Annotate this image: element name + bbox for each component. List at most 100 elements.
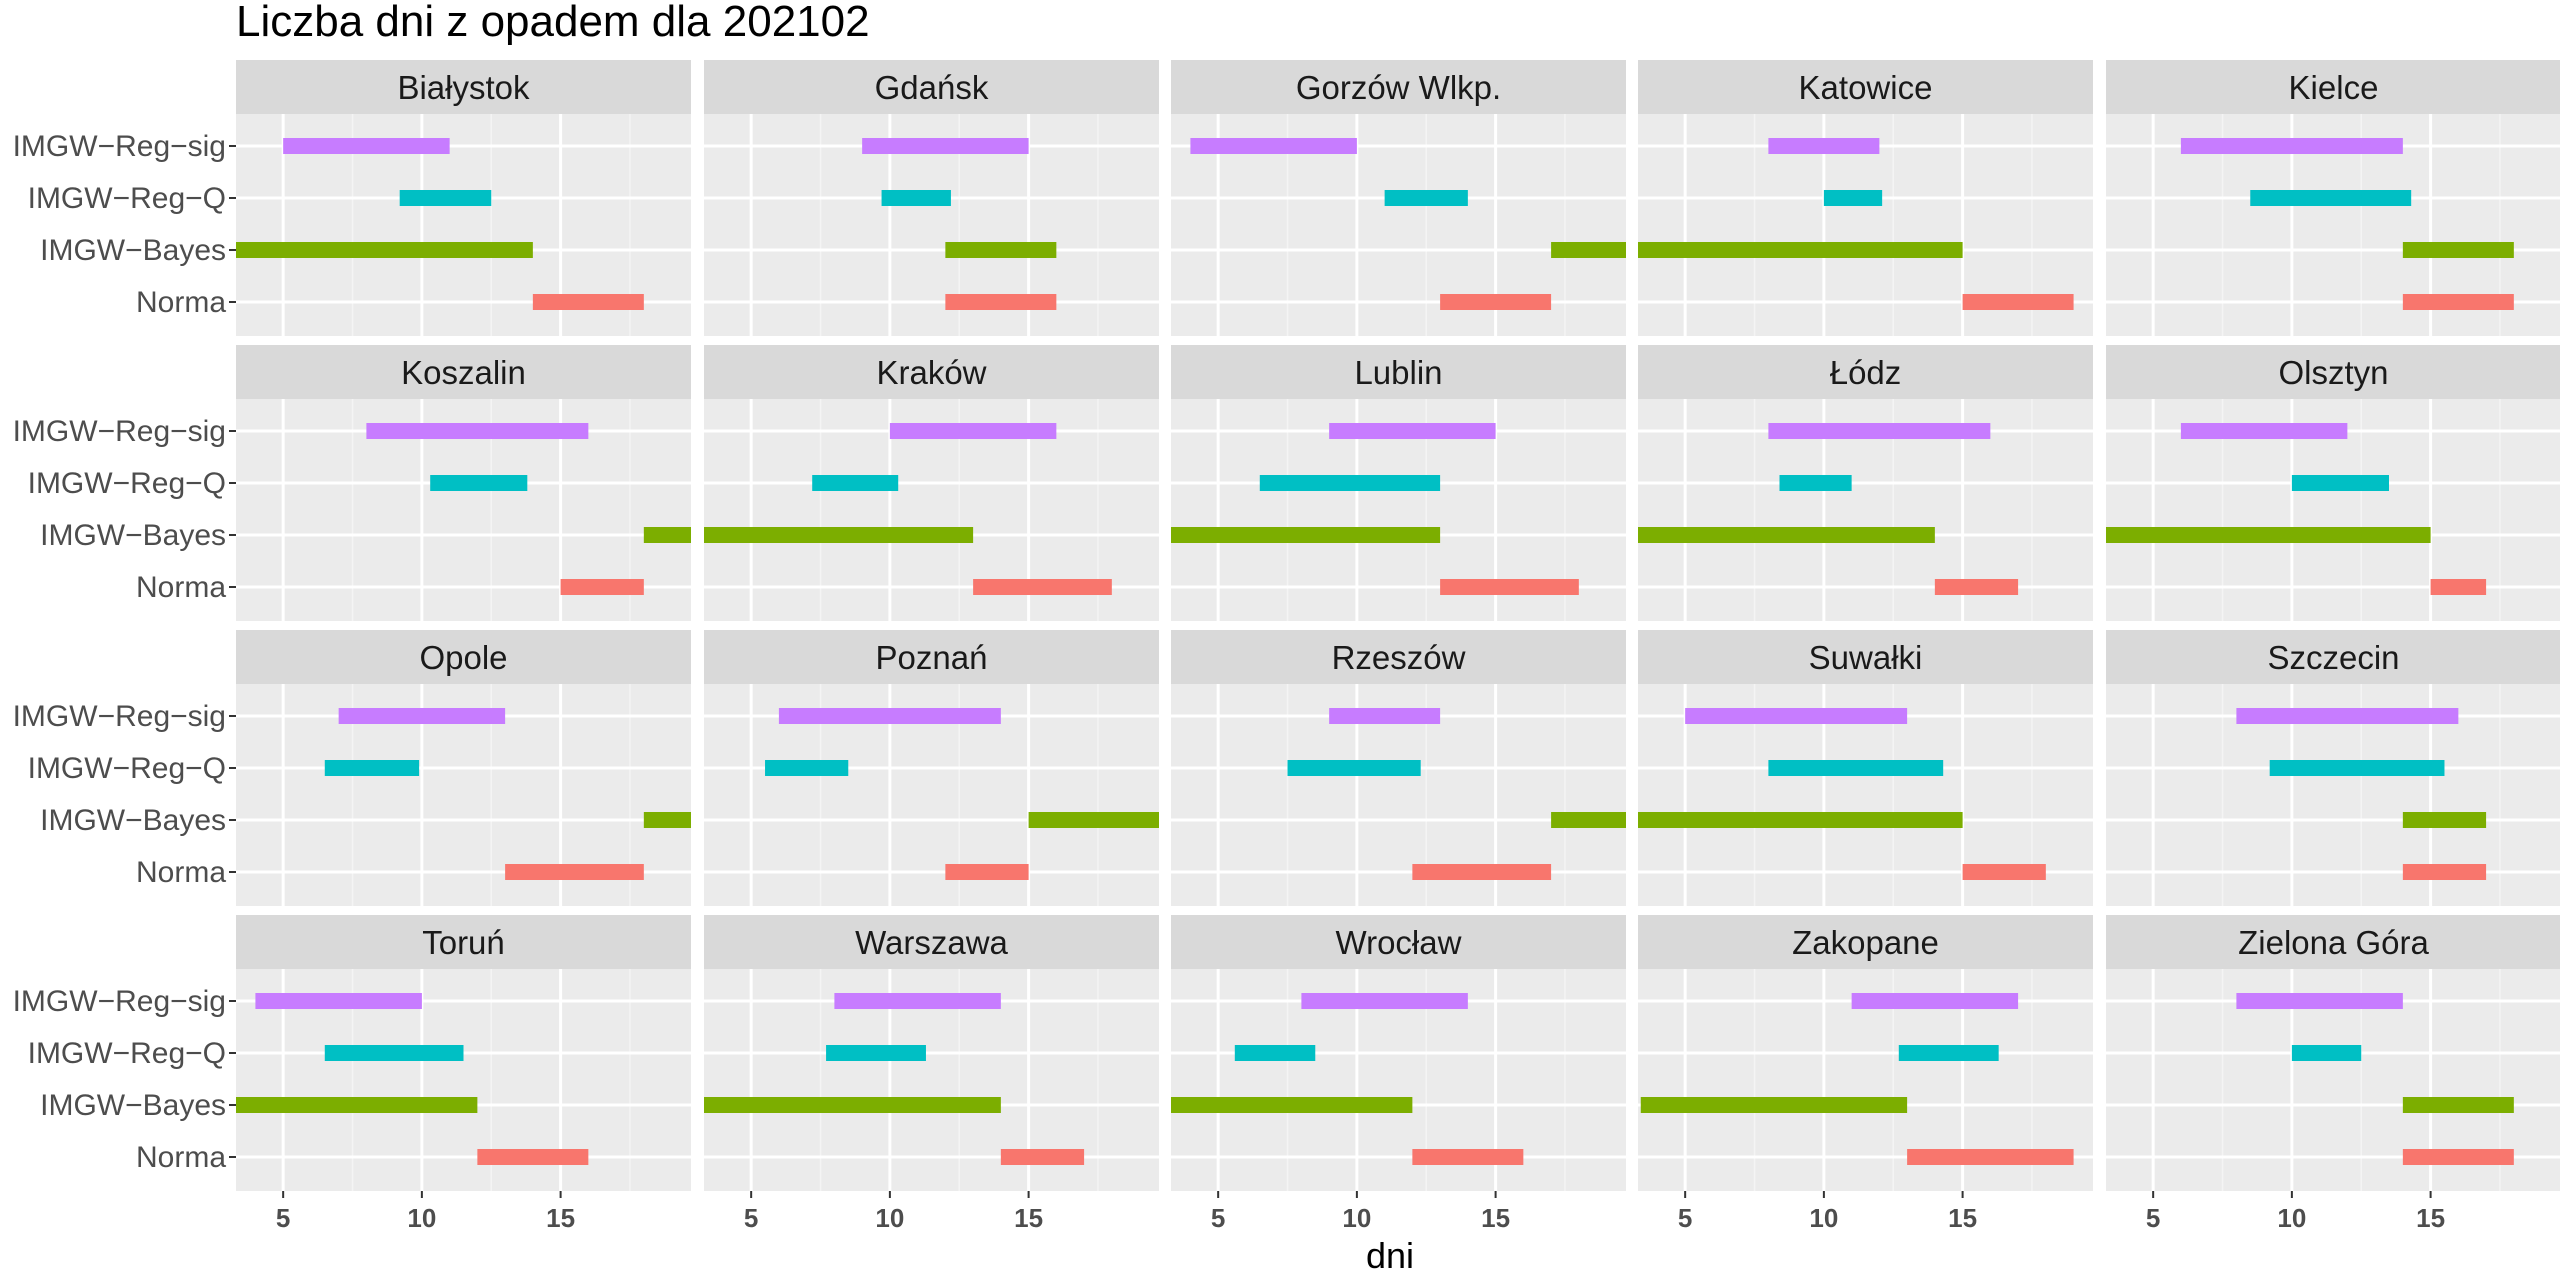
range-bar	[1287, 760, 1421, 776]
chart-title: Liczba dni z opadem dla 202102	[236, 0, 870, 46]
panel-opole: Opole	[236, 630, 691, 906]
strip-label: Katowice	[1799, 69, 1933, 106]
panel-lublin: Lublin	[1171, 345, 1626, 621]
range-bar	[2402, 864, 2487, 880]
range-bar	[1685, 708, 1908, 724]
y-axis-labels: IMGW−Reg−sig IMGW−Reg−Q IMGW−Bayes Norma IMG…	[13, 130, 236, 1174]
strip-background	[1171, 915, 1626, 969]
strip-background	[1638, 630, 2093, 684]
x-tick-label: 5	[1211, 1203, 1225, 1233]
panel-szczecin: Szczecin	[2106, 630, 2560, 906]
range-bar	[1768, 138, 1880, 154]
panel-suwa-ki: Suwałki	[1638, 630, 2093, 906]
range-bar	[1412, 864, 1552, 880]
range-bar	[532, 294, 644, 310]
strip-background	[236, 345, 691, 399]
range-bar	[1962, 294, 2074, 310]
strip-label: Zakopane	[1792, 924, 1939, 961]
range-bar	[1329, 708, 1441, 724]
strip-background	[704, 915, 1159, 969]
range-bar	[338, 708, 506, 724]
range-bar	[643, 812, 691, 828]
panel-wroc-aw: Wrocław	[1171, 915, 1626, 1191]
y-tick-label: IMGW−Reg−sig	[13, 700, 226, 733]
range-bar	[255, 993, 422, 1009]
range-bar	[704, 527, 974, 543]
range-bar	[1000, 1149, 1085, 1165]
range-bar	[2291, 1045, 2362, 1061]
strip-label: Kraków	[876, 354, 986, 391]
range-bar	[862, 138, 1029, 154]
range-bar	[399, 190, 492, 206]
range-bar	[2402, 242, 2514, 258]
range-bar	[1440, 294, 1552, 310]
y-tick-label: IMGW−Reg−sig	[13, 415, 226, 448]
panel-warszawa: Warszawa	[704, 915, 1159, 1191]
range-bar	[778, 708, 1001, 724]
panel-toru-: Toruń	[236, 915, 691, 1191]
range-bar	[945, 864, 1029, 880]
panel-kielce: Kielce	[2106, 60, 2560, 336]
y-tick-label: IMGW−Bayes	[40, 1089, 226, 1122]
range-bar	[1779, 475, 1852, 491]
strip-label: Toruń	[422, 924, 505, 961]
range-bar	[945, 294, 1057, 310]
range-bar	[1898, 1045, 1999, 1061]
panel-gorz-w-wlkp-: Gorzów Wlkp.	[1171, 60, 1626, 336]
x-tick-label: 5	[744, 1203, 758, 1233]
strip-background	[1638, 345, 2093, 399]
range-bar	[765, 760, 849, 776]
x-tick-label: 15	[1014, 1203, 1043, 1233]
y-tick-label: Norma	[136, 286, 226, 319]
y-tick-label: IMGW−Reg−Q	[28, 467, 226, 500]
range-bar	[324, 760, 420, 776]
range-bar	[1851, 993, 2019, 1009]
range-bar	[1028, 812, 1159, 828]
range-bar	[1768, 423, 1991, 439]
x-tick-label: 15	[1481, 1203, 1510, 1233]
strip-background	[2106, 915, 2560, 969]
x-tick-label: 10	[1809, 1203, 1838, 1233]
range-bar	[2236, 708, 2459, 724]
range-bar	[945, 242, 1057, 258]
x-tick-label: 5	[2146, 1203, 2160, 1233]
strip-label: Poznań	[876, 639, 988, 676]
strip-background	[704, 630, 1159, 684]
strip-background	[236, 915, 691, 969]
range-bar	[1259, 475, 1441, 491]
panel-koszalin: Koszalin	[236, 345, 691, 621]
strip-label: Gdańsk	[875, 69, 989, 106]
range-bar	[1907, 1149, 2074, 1165]
strip-background	[1171, 60, 1626, 114]
strip-background	[704, 345, 1159, 399]
range-bar	[704, 1097, 1001, 1113]
facet-panels: Białystok Gdańsk Gorzów Wlkp. Katowice Kielc…	[236, 60, 2560, 1191]
panel-gda-sk: Gdańsk	[704, 60, 1159, 336]
range-bar	[1962, 864, 2046, 880]
x-tick-label: 10	[2277, 1203, 2306, 1233]
strip-label: Białystok	[397, 69, 530, 106]
range-bar	[1638, 527, 1935, 543]
x-tick-label: 15	[2416, 1203, 2445, 1233]
range-bar	[2180, 138, 2403, 154]
range-bar	[2250, 190, 2412, 206]
range-bar	[1301, 993, 1468, 1009]
strip-label: Łódz	[1830, 354, 1902, 391]
range-bar	[1768, 760, 1944, 776]
range-bar	[2402, 812, 2487, 828]
x-tick-label: 10	[875, 1203, 904, 1233]
range-bar	[1934, 579, 2019, 595]
range-bar	[324, 1045, 464, 1061]
x-tick-label: 15	[546, 1203, 575, 1233]
range-bar	[1384, 190, 1468, 206]
range-bar	[1412, 1149, 1524, 1165]
range-bar	[1823, 190, 1883, 206]
y-tick-label: IMGW−Reg−Q	[28, 1037, 226, 1070]
panel-rzesz-w: Rzeszów	[1171, 630, 1626, 906]
range-bar	[889, 423, 1057, 439]
range-bar	[2106, 527, 2431, 543]
strip-label: Olsztyn	[2278, 354, 2388, 391]
range-bar	[2180, 423, 2348, 439]
range-bar	[505, 864, 644, 880]
